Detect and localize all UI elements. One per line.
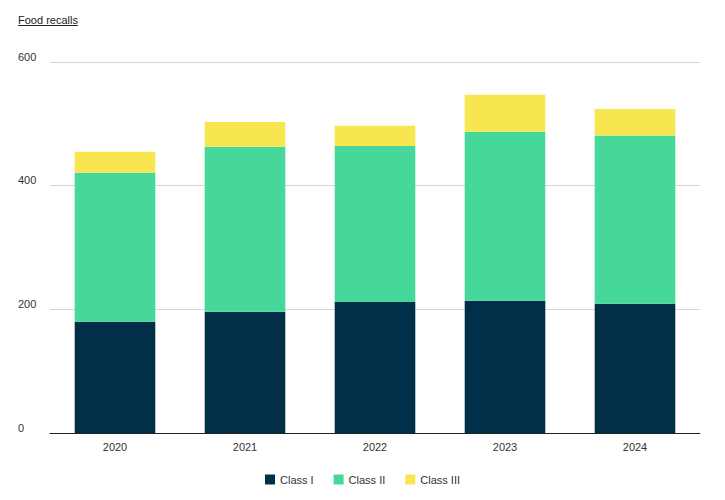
svg-text:Class I: Class I bbox=[280, 474, 314, 486]
svg-text:600: 600 bbox=[18, 51, 36, 63]
svg-text:2024: 2024 bbox=[623, 441, 647, 453]
svg-text:400: 400 bbox=[18, 174, 36, 186]
svg-text:2020: 2020 bbox=[103, 441, 127, 453]
svg-text:Class II: Class II bbox=[349, 474, 386, 486]
svg-text:0: 0 bbox=[18, 422, 24, 434]
svg-text:2021: 2021 bbox=[233, 441, 257, 453]
svg-text:2022: 2022 bbox=[363, 441, 387, 453]
svg-text:2023: 2023 bbox=[493, 441, 517, 453]
svg-text:200: 200 bbox=[18, 298, 36, 310]
svg-text:Class III: Class III bbox=[420, 474, 460, 486]
html-text:Food recalls: Food recalls bbox=[18, 14, 78, 26]
